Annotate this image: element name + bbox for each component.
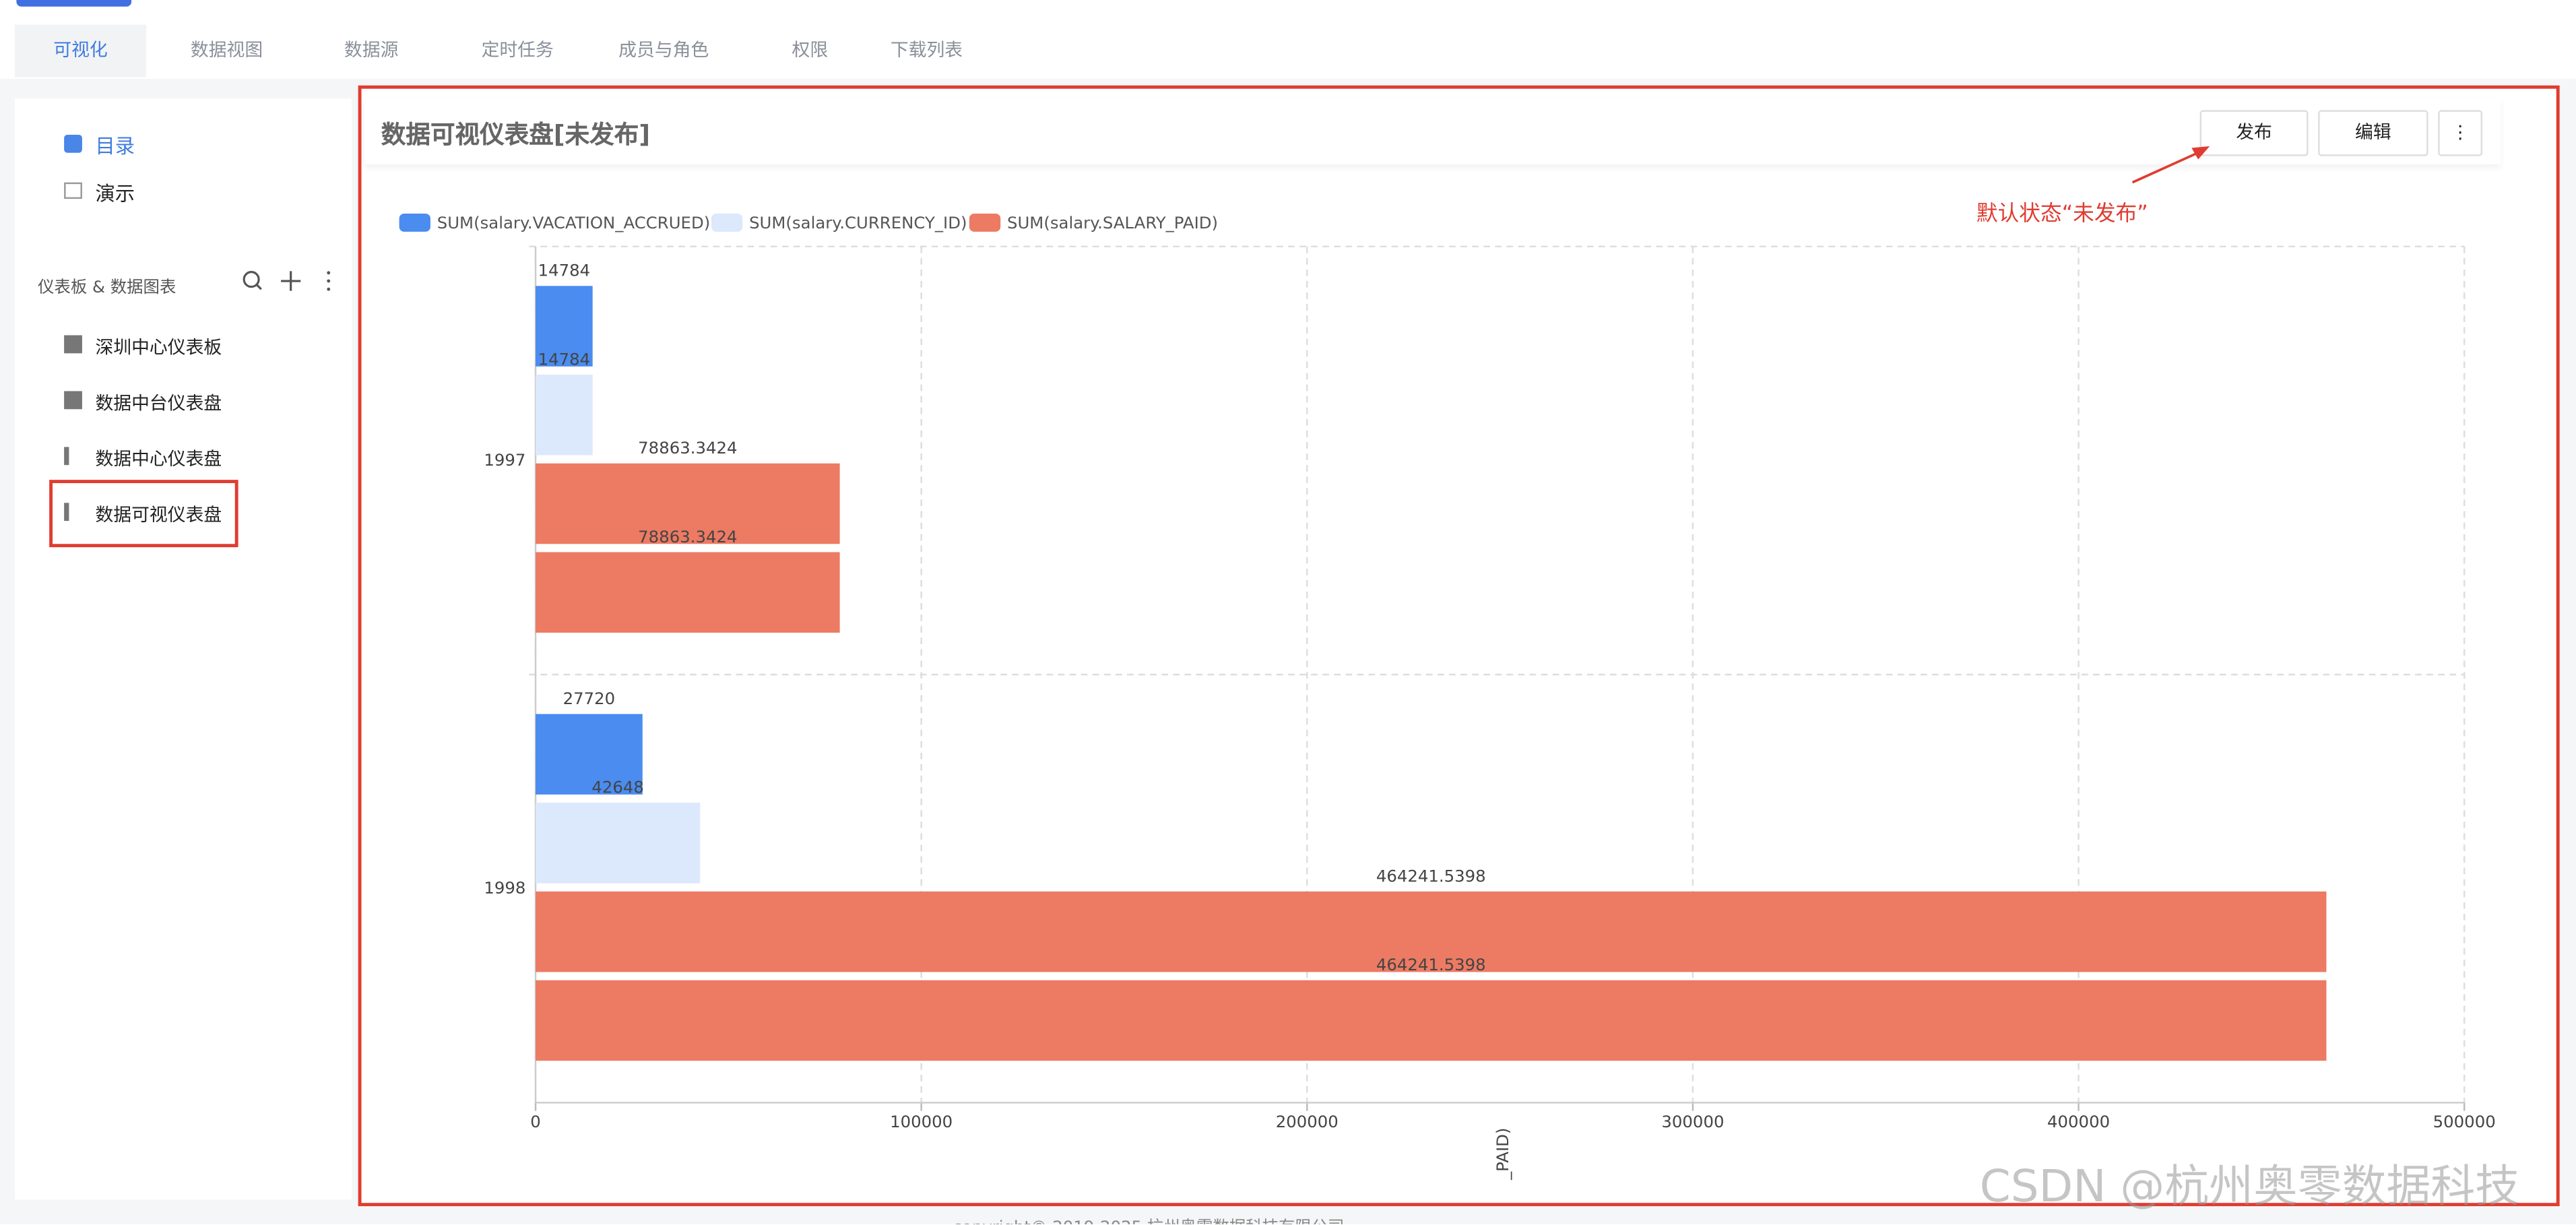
value-label: 27720: [563, 689, 616, 708]
button-label: 发布: [2236, 121, 2272, 144]
dashboard-item[interactable]: 深圳中心仪表板: [95, 336, 222, 358]
highlight-box: [49, 480, 238, 548]
sidebar: [14, 98, 352, 1200]
y-tick-label: 1997: [484, 450, 525, 470]
tab[interactable]: 定时任务: [481, 39, 554, 61]
x-tick-label: 500000: [2433, 1112, 2496, 1131]
dashboard-title: 数据可视仪表盘[未发布]: [381, 120, 651, 150]
publish-button[interactable]: 发布: [2199, 110, 2309, 156]
value-label: 42648: [591, 778, 644, 797]
tab[interactable]: 权限: [792, 39, 829, 61]
folder-icon: [64, 134, 82, 153]
bar: [536, 891, 2327, 972]
legend-swatch: [399, 214, 430, 232]
edit-button[interactable]: 编辑: [2318, 110, 2428, 156]
legend-label: SUM(salary.CURRENCY_ID): [749, 213, 967, 232]
dashboard-item[interactable]: 数据可视仪表盘: [95, 504, 222, 526]
bar: [536, 714, 643, 795]
x-tick-label: 200000: [1276, 1112, 1339, 1131]
tab[interactable]: 成员与角色: [618, 39, 709, 61]
legend-swatch: [969, 214, 1001, 232]
bar: [536, 463, 840, 544]
dashboard-item[interactable]: 数据中心仪表盘: [95, 448, 222, 470]
tab[interactable]: 可视化: [14, 24, 147, 77]
tab[interactable]: 数据视图: [190, 39, 263, 61]
bar: [536, 375, 593, 456]
annotation: 默认状态“未发布”: [1976, 201, 2148, 227]
tab[interactable]: 下载列表: [890, 39, 963, 61]
value-label: 14784: [538, 261, 591, 280]
more-button[interactable]: ⋮: [2438, 110, 2483, 156]
value-label: 78863.3424: [638, 527, 737, 546]
value-label: 464241.5398: [1376, 955, 1486, 974]
x-tick-label: 0: [530, 1112, 541, 1131]
watermark: CSDN @杭州奥零数据科技: [1979, 1162, 2520, 1213]
x-tick-label: 100000: [890, 1112, 953, 1131]
legend-swatch: [711, 214, 743, 232]
legend-label: SUM(salary.VACATION_ACCRUED): [437, 213, 711, 232]
bar: [536, 286, 593, 367]
bar: [536, 980, 2327, 1061]
annotation-arrow: [2131, 150, 2202, 184]
arrow-head: [2191, 146, 2210, 160]
sidebar-nav[interactable]: 目录: [95, 134, 135, 158]
present-icon: [64, 182, 82, 199]
tab[interactable]: 数据源: [344, 39, 399, 61]
x-tick-label: 300000: [1661, 1112, 1724, 1131]
value-label: 14784: [538, 349, 591, 369]
sidebar-nav[interactable]: 演示: [95, 182, 135, 206]
dashboard-icon: [64, 391, 82, 410]
dashboard-item[interactable]: 数据中台仪表盘: [95, 392, 222, 414]
footer: copyright© 2019-2025 杭州奥零数据科技有限公司: [953, 1213, 1345, 1224]
bar: [536, 552, 840, 633]
top-button-edge[interactable]: [16, 0, 132, 7]
dashboard-icon: [64, 503, 82, 522]
value-label: 464241.5398: [1376, 866, 1486, 885]
bar: [536, 803, 701, 883]
y-tick-label: 1998: [484, 878, 525, 898]
button-label: 编辑: [2355, 121, 2391, 144]
x-axis-title: _PAID): [1493, 1128, 1512, 1181]
dashboard-icon: [64, 335, 82, 354]
legend-label: SUM(salary.SALARY_PAID): [1007, 213, 1218, 232]
x-tick-label: 400000: [2047, 1112, 2110, 1131]
value-label: 78863.3424: [638, 438, 737, 458]
section-title: 仪表板 & 数据图表: [38, 279, 176, 298]
dashboard-icon: [64, 447, 82, 466]
section-actions[interactable]: [238, 268, 346, 298]
